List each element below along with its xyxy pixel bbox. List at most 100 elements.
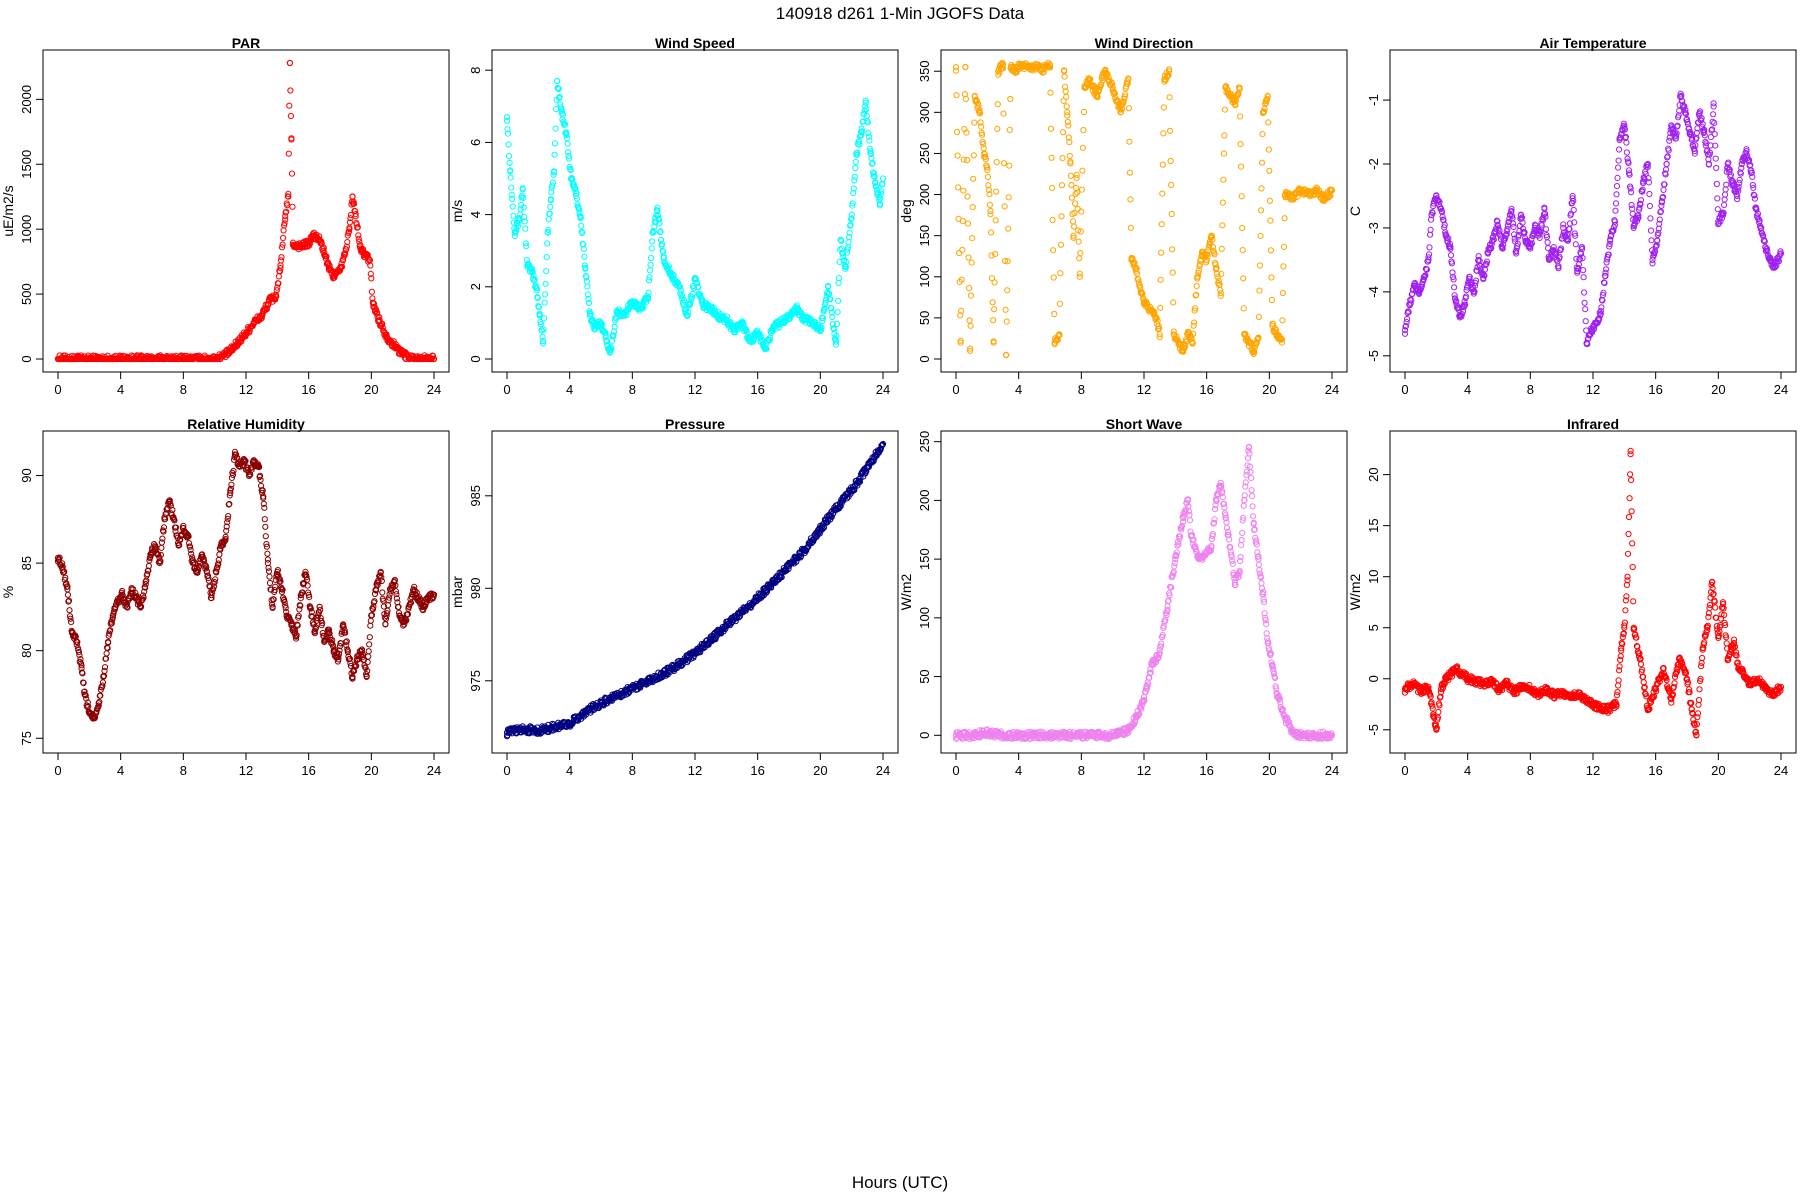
data-point (1750, 184, 1757, 191)
data-point (982, 156, 989, 163)
data-point (343, 243, 350, 250)
data-point (1514, 243, 1521, 250)
data-point (1712, 142, 1719, 149)
data-point (1560, 224, 1567, 231)
data-point (1156, 334, 1163, 341)
data-point (1169, 269, 1176, 276)
data-point (1158, 249, 1165, 256)
x-tick-label: 8 (1527, 382, 1534, 397)
data-point (839, 250, 846, 257)
data-point (325, 265, 333, 272)
x-tick-label: 12 (688, 763, 702, 778)
data-point (1461, 301, 1468, 308)
data-point (95, 702, 102, 709)
data-point (187, 543, 194, 550)
data-point (531, 276, 538, 283)
data-point (979, 131, 986, 138)
data-point (1266, 197, 1274, 204)
data-point (1437, 205, 1445, 212)
y-tick-label: 250 (917, 431, 932, 453)
data-point (1449, 273, 1457, 281)
data-point (1184, 331, 1192, 338)
data-point (305, 240, 312, 247)
data-point (566, 155, 573, 162)
data-point (1067, 158, 1074, 165)
data-point (828, 309, 835, 316)
data-point (743, 328, 750, 335)
y-tick-label: 75 (19, 731, 34, 745)
data-point (77, 656, 84, 663)
data-point (1475, 256, 1482, 263)
x-tick-label: 16 (750, 382, 764, 397)
data-point (1616, 146, 1623, 153)
data-point (611, 323, 618, 330)
data-point (1448, 260, 1456, 267)
x-tick-label: 4 (117, 763, 124, 778)
plot-frame (491, 49, 899, 373)
data-point (707, 305, 714, 312)
data-point (357, 245, 364, 252)
data-point (963, 129, 970, 136)
data-point (640, 304, 647, 311)
data-point (259, 487, 266, 494)
data-point (549, 179, 557, 186)
data-point (981, 150, 988, 157)
data-point (1217, 292, 1224, 299)
data-point (1721, 201, 1728, 208)
data-point (146, 557, 153, 564)
data-point (859, 128, 866, 135)
data-point (66, 607, 73, 614)
data-point (148, 355, 156, 363)
data-point (958, 276, 965, 283)
y-tick-label: 985 (468, 485, 483, 507)
data-point (877, 190, 885, 197)
data-point (1140, 298, 1148, 305)
data-point (1012, 68, 1019, 75)
data-point (1117, 109, 1124, 116)
data-point (321, 249, 328, 256)
data-point (1738, 160, 1745, 168)
data-point (1712, 155, 1719, 162)
data-points (54, 59, 438, 363)
data-point (710, 304, 717, 311)
x-tick-label: 12 (688, 382, 702, 397)
data-point (974, 100, 982, 107)
data-point (160, 524, 168, 531)
data-point (1675, 112, 1682, 119)
data-point (862, 99, 869, 106)
data-point (1599, 292, 1607, 299)
data-point (277, 265, 284, 272)
data-point (1624, 155, 1631, 162)
data-point (1637, 201, 1644, 208)
data-point (563, 132, 570, 139)
data-point (1070, 223, 1078, 230)
data-point (541, 315, 548, 322)
data-point (1609, 228, 1616, 235)
data-point (1128, 257, 1135, 264)
data-point (550, 171, 557, 178)
data-point (853, 150, 860, 157)
data-point (222, 536, 229, 543)
y-tick-label: 150 (917, 225, 932, 247)
data-point (1511, 235, 1518, 242)
data-point (1481, 266, 1489, 273)
data-point (1081, 84, 1088, 91)
y-axis-label: % (0, 586, 16, 598)
data-point (546, 210, 553, 217)
x-tick-label: 16 (750, 763, 764, 778)
y-tick-label: 2000 (19, 85, 34, 114)
y-tick-label: 0 (917, 355, 932, 362)
data-point (1175, 339, 1182, 346)
x-tick-label: 16 (301, 763, 315, 778)
data-point (1218, 270, 1225, 277)
data-point (511, 229, 518, 236)
data-point (1156, 325, 1163, 332)
data-point (695, 283, 702, 291)
y-tick-label: 250 (917, 143, 932, 165)
y-tick-label: 50 (917, 669, 932, 683)
data-point (691, 276, 699, 283)
data-point (865, 129, 872, 136)
data-point (649, 238, 656, 245)
data-point (1626, 171, 1633, 178)
data-point (297, 602, 304, 609)
